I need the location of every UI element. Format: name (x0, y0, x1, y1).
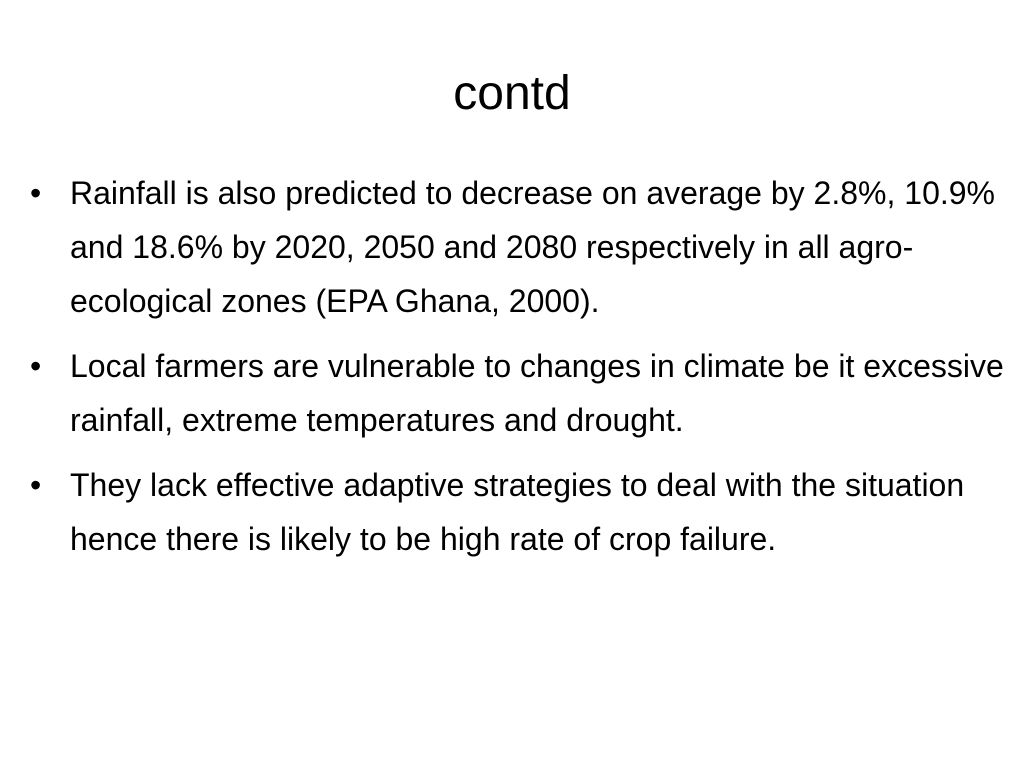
bullet-text: Local farmers are vulnerable to changes … (70, 348, 1004, 438)
bullet-item: • Rainfall is also predicted to decrease… (30, 166, 1005, 328)
bullet-item: • Local farmers are vulnerable to change… (30, 339, 1005, 447)
bullet-text: Rainfall is also predicted to decrease o… (70, 175, 995, 319)
bullet-dot-icon: • (30, 175, 42, 211)
bullet-list: • Rainfall is also predicted to decrease… (30, 166, 1005, 566)
bullet-dot-icon: • (30, 467, 42, 503)
bullet-dot-icon: • (30, 348, 42, 384)
slide-title: contd (453, 67, 571, 120)
bullet-text: They lack effective adaptive strategies … (70, 467, 965, 557)
bullet-item: • They lack effective adaptive strategie… (30, 458, 1005, 566)
